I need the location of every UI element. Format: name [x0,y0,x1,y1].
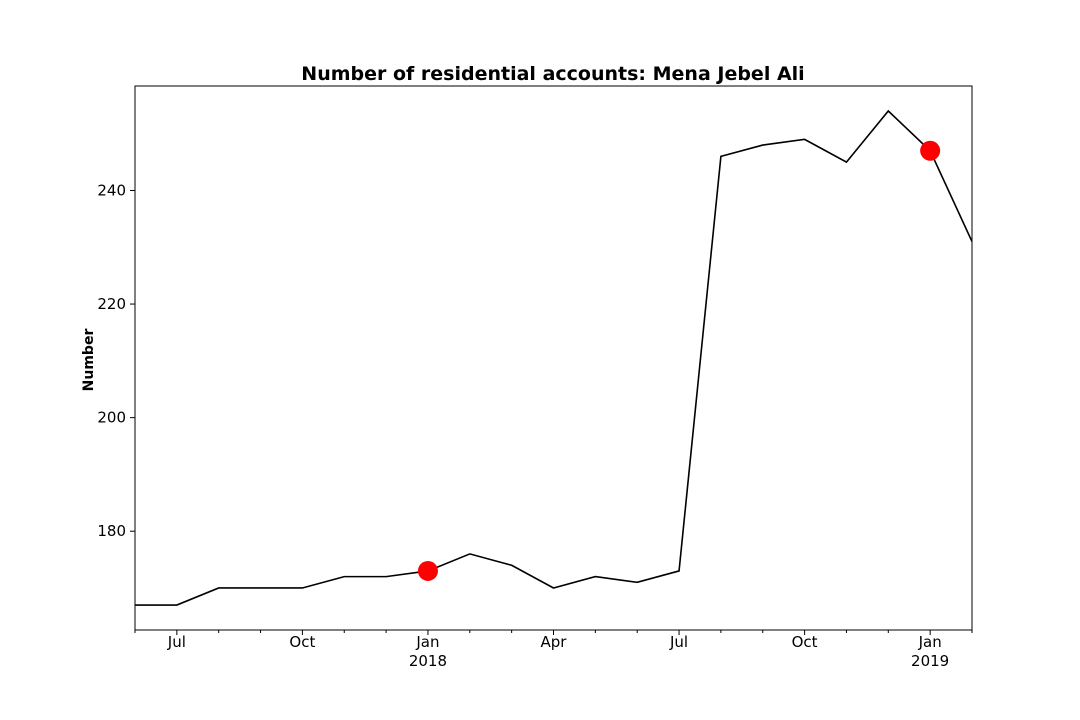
y-tick-label: 220 [97,295,126,313]
x-tick-label: Oct [792,633,818,651]
y-tick-label: 180 [97,522,126,540]
highlight-marker [417,560,438,581]
x-tick-label: Jan [415,633,439,651]
series-line [135,109,973,606]
x-tick-label: Apr [541,633,568,651]
x-tick-label: Jul [167,633,186,651]
x-tick-label: Jul [669,633,688,651]
y-axis: 180 200 220 240 [97,181,135,540]
highlight-marker [920,140,941,161]
highlight-layer [417,140,941,581]
y-axis-label: Number [81,329,97,392]
plot-area-frame [134,85,973,631]
x-tick-year-label: 2019 [911,652,949,670]
x-tick-label: Jan [918,633,942,651]
y-tick-label: 240 [97,181,126,199]
y-tick-label: 200 [97,409,126,427]
series-layer [135,109,973,606]
x-tick-year-label: 2018 [409,652,447,670]
chart-title: Number of residential accounts: Mena Jeb… [301,63,804,85]
x-tick-label: Oct [289,633,315,651]
